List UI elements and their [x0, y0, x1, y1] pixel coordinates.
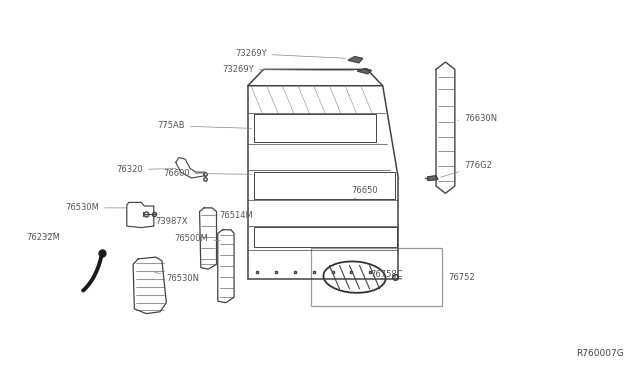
Bar: [254, 114, 376, 141]
Bar: [254, 172, 396, 199]
Text: 76630N: 76630N: [458, 114, 497, 123]
Polygon shape: [358, 68, 371, 74]
Polygon shape: [348, 57, 363, 63]
Text: 76752: 76752: [442, 273, 476, 282]
Bar: [310, 248, 442, 306]
Bar: [254, 227, 397, 247]
Text: 76650: 76650: [351, 186, 378, 199]
Text: 76600: 76600: [163, 169, 252, 178]
Polygon shape: [428, 176, 438, 180]
Text: 73269Y: 73269Y: [223, 65, 354, 74]
Text: 76758C: 76758C: [364, 270, 403, 279]
Text: 73987X: 73987X: [146, 215, 188, 226]
Text: 76320: 76320: [116, 165, 176, 174]
Text: 76530N: 76530N: [155, 272, 199, 283]
Text: 76500M: 76500M: [175, 234, 220, 243]
Text: 73269Y: 73269Y: [235, 49, 346, 58]
Text: 76530M: 76530M: [65, 203, 126, 212]
Text: R760007G: R760007G: [577, 349, 624, 358]
Text: 76514M: 76514M: [213, 211, 253, 220]
Text: 776G2: 776G2: [440, 161, 492, 177]
Text: 76232M: 76232M: [26, 232, 60, 241]
Text: 775AB: 775AB: [157, 121, 252, 130]
